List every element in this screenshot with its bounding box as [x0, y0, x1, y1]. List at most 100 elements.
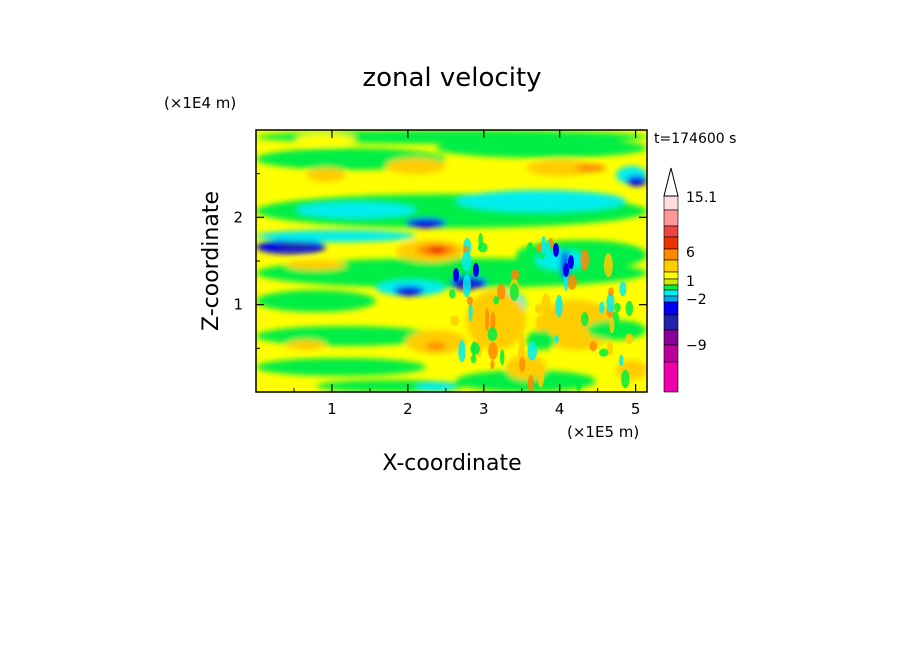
time-label: t=174600 s — [654, 131, 736, 147]
contour-speck — [448, 289, 456, 299]
contour-patch — [256, 290, 376, 312]
colorbar-box — [663, 301, 679, 316]
x-axis-unit: (×1E5 m) — [567, 423, 639, 441]
contour-speck — [609, 317, 615, 334]
y-tick-label: 1 — [233, 296, 243, 314]
contour-speck — [619, 281, 627, 297]
x-tick-label: 4 — [555, 400, 565, 418]
x-axis-label: X-coordinate — [382, 451, 521, 476]
contour-speck — [461, 251, 472, 272]
colorbar-label: 1 — [686, 274, 695, 290]
contour-speck — [519, 357, 526, 372]
contour-speck — [584, 330, 591, 346]
contour-patch — [256, 358, 426, 376]
x-tick-label: 1 — [327, 400, 337, 418]
contour-patch — [296, 202, 416, 218]
colorbar-box — [663, 361, 679, 393]
contour-patch — [386, 158, 446, 174]
contour-speck — [580, 248, 590, 271]
contour-patch — [394, 286, 424, 296]
contour-speck — [517, 345, 525, 361]
contour-speck — [555, 294, 563, 318]
contour-speck — [545, 240, 551, 256]
contour-speck — [547, 314, 555, 336]
colorbar-box — [663, 284, 679, 291]
contour-speck — [566, 274, 577, 290]
contour-speck — [470, 354, 477, 364]
contour-speck — [537, 364, 545, 388]
contour-field — [256, 130, 647, 392]
contour-speck — [625, 333, 634, 345]
x-tick-label: 5 — [631, 400, 641, 418]
contour-speck — [502, 270, 511, 283]
colorbar-box — [663, 248, 679, 261]
contour-speck — [527, 374, 535, 392]
contour-speck — [490, 311, 496, 333]
y-axis-label: Z-coordinate — [199, 191, 224, 331]
colorbar-box — [663, 195, 679, 211]
y-tick-label: 2 — [233, 208, 243, 226]
contour-speck — [453, 268, 459, 282]
contour-speck — [484, 307, 490, 331]
chart-title: zonal velocity — [362, 63, 541, 93]
contour-patch — [428, 246, 446, 254]
contour-patch — [286, 340, 326, 350]
contour-patch — [276, 242, 316, 250]
contour-speck — [541, 293, 551, 313]
contour-speck — [619, 354, 624, 367]
contour-speck — [502, 325, 511, 340]
colorbar-label: 6 — [686, 245, 695, 261]
contour-speck — [625, 300, 634, 317]
colorbar-box — [663, 329, 679, 346]
contour-patch — [576, 164, 606, 172]
contour-speck — [589, 341, 597, 352]
y-axis-ticks: 12 — [233, 173, 647, 349]
contour-speck — [621, 369, 630, 389]
colorbar-box — [663, 236, 679, 250]
contour-patch — [286, 260, 346, 270]
contour-patch — [626, 176, 647, 186]
contour-speck — [553, 243, 559, 257]
contour-speck — [534, 303, 543, 314]
contour-speck — [541, 236, 547, 255]
contour-patch — [296, 134, 356, 144]
colorbar-box — [663, 289, 679, 297]
x-tick-label: 2 — [403, 400, 413, 418]
colorbar: 15.1 6 1 −2 −9 — [663, 167, 717, 393]
colorbar-label: 15.1 — [686, 190, 717, 206]
contour-patch — [526, 160, 596, 176]
contour-speck — [614, 302, 621, 313]
contour-patch — [416, 382, 456, 392]
colorbar-box — [663, 314, 679, 331]
colorbar-box — [663, 271, 679, 280]
x-tick-label: 3 — [479, 400, 489, 418]
contour-speck — [527, 341, 538, 361]
contour-speck — [580, 312, 589, 327]
contour-speck — [488, 342, 498, 360]
contour-patch — [436, 138, 647, 158]
contour-speck — [599, 301, 605, 314]
colorbar-label: −2 — [686, 292, 707, 308]
contour-speck — [458, 340, 466, 363]
contour-speck — [526, 242, 534, 261]
contour-patch — [506, 355, 546, 380]
colorbar-box — [663, 295, 679, 303]
contour-patch — [456, 370, 596, 392]
contour-speck — [554, 335, 559, 344]
contour-speck — [473, 263, 479, 277]
contour-speck — [497, 283, 506, 300]
contour-speck — [478, 232, 483, 248]
contour-speck — [603, 253, 613, 278]
colorbar-box — [663, 259, 679, 273]
colorbar-label: −9 — [686, 338, 707, 354]
contour-speck — [490, 359, 495, 370]
contour-patch — [256, 230, 416, 242]
contour-speck — [462, 274, 471, 298]
contour-speck — [510, 269, 520, 280]
colorbar-box — [663, 225, 679, 238]
contour-speck — [487, 327, 498, 342]
colorbar-box — [663, 344, 679, 363]
contour-patch — [406, 218, 446, 228]
contour-speck — [509, 283, 519, 301]
